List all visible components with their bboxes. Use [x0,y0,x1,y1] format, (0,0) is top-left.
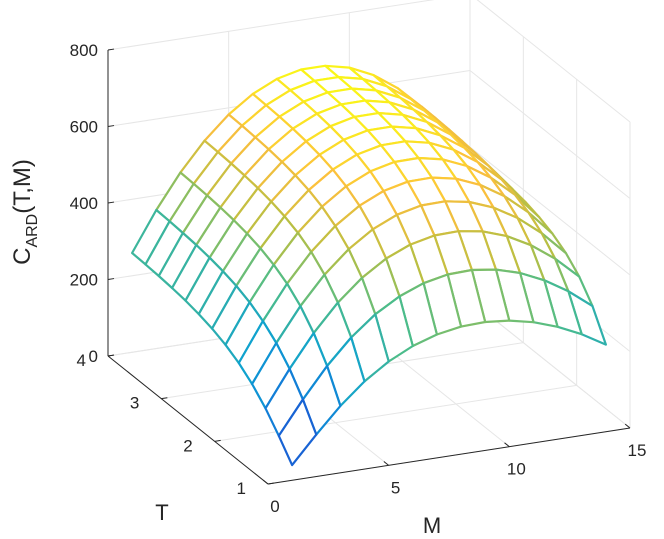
x-tick-label: 15 [628,441,647,460]
y-tick-mark [161,397,168,400]
side-wall-gridline [476,0,631,123]
z-tick-label: 200 [70,271,98,290]
x-tick-mark [504,442,510,448]
y-tick-mark [267,482,275,485]
y-tick-label: 4 [77,351,86,370]
z-tick-mark [107,48,115,51]
y-axis-label: T [155,500,168,525]
z-axis-label-main: C [9,248,36,265]
x-axis-label: M [423,513,441,538]
floor-gridline [214,384,577,442]
z-tick-label: 400 [70,194,98,213]
side-wall-gridline [469,70,631,199]
z-tick-mark [107,125,115,127]
x-tick-label: 5 [391,478,400,497]
surface-layer [131,64,608,467]
z-tick-mark [107,201,115,204]
z-axis-label: CARD(T,M) [9,159,41,265]
x-tick-label: 0 [270,497,279,516]
surface-patch [277,398,318,467]
z-tick-mark [107,354,115,357]
z-tick-label: 0 [89,347,98,366]
y-tick-mark [214,439,221,442]
z-tick-mark [107,278,115,280]
z-tick-label: 800 [70,41,98,60]
side-wall-gridline [469,146,631,276]
y-tick-label: 1 [237,479,246,498]
x-tick-mark [262,479,269,485]
y-tick-label: 2 [183,436,192,455]
z-axis-label-subscript: ARD [24,214,41,248]
z-tick-label: 600 [70,118,98,137]
x-tick-label: 10 [507,460,526,479]
axes-layer [107,48,631,485]
y-axis-line [107,355,269,485]
x-axis-line [267,427,631,485]
back-wall-gridline [107,0,435,51]
x-tick-mark [383,461,389,466]
z-axis-label-args: (T,M) [9,159,36,214]
x-tick-mark [624,423,631,429]
y-tick-label: 3 [130,394,139,413]
